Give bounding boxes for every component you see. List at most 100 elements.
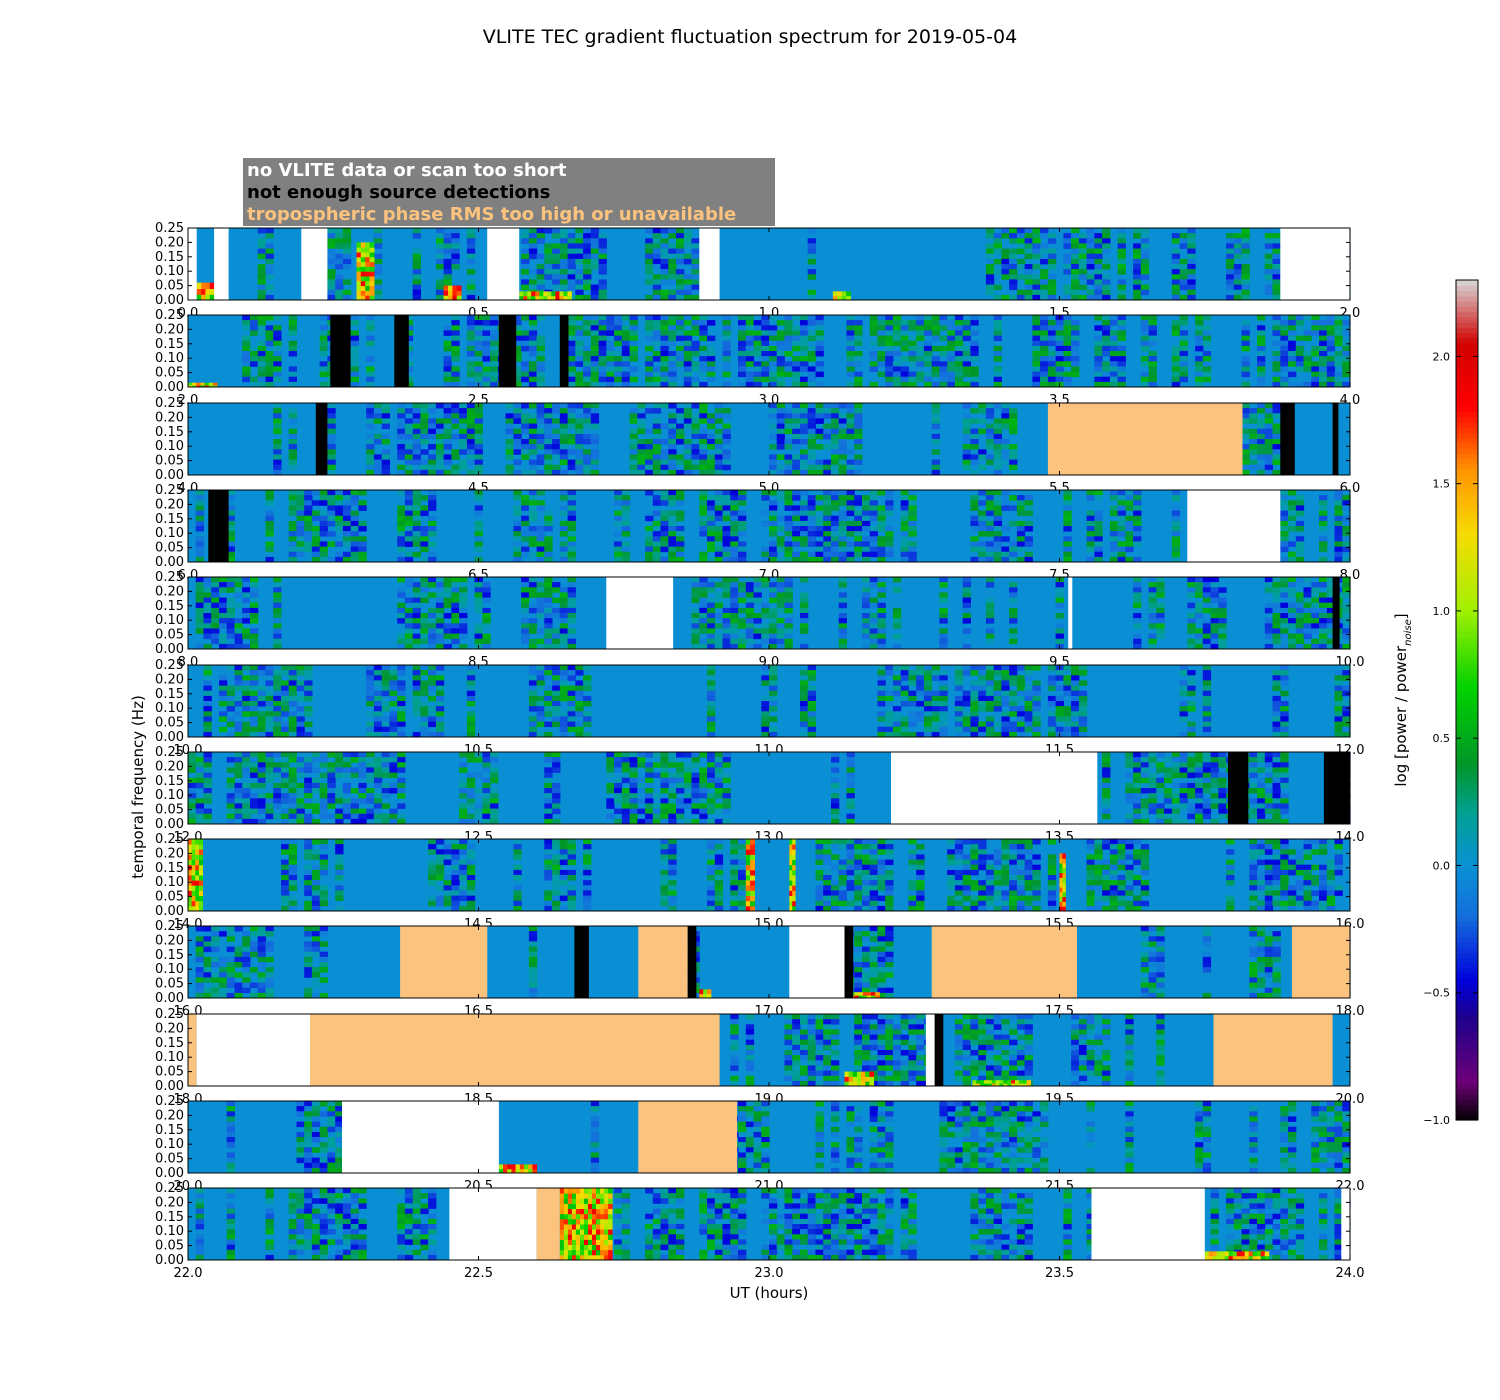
heat-cell — [466, 408, 476, 414]
heat-cell — [1319, 356, 1328, 362]
heat-cell — [707, 356, 716, 362]
heat-cell — [226, 582, 235, 588]
heat-cell — [342, 238, 352, 244]
heat-cell — [629, 325, 638, 331]
heat-cell — [831, 464, 840, 471]
heat-cell — [420, 597, 429, 604]
heat-cell — [1024, 233, 1033, 239]
heat-cell — [1032, 253, 1041, 260]
heat-cell — [699, 315, 708, 321]
heat-cell — [645, 536, 654, 542]
heat-cell — [1187, 613, 1196, 619]
heat-cell — [699, 403, 708, 409]
heat-cell — [993, 335, 1002, 342]
y-tick-label: 0.20 — [155, 322, 184, 337]
heat-cell — [838, 602, 847, 609]
heat-cell — [1195, 315, 1204, 321]
heat-cell — [575, 315, 584, 321]
heat-cell — [707, 345, 716, 352]
heat-cell — [1055, 628, 1064, 634]
heat-cell — [226, 618, 235, 624]
heat-cell — [761, 340, 770, 347]
heat-cell — [1319, 613, 1328, 619]
heat-cell — [435, 469, 445, 476]
heat-cell — [1140, 325, 1150, 331]
heat-cell — [559, 233, 569, 239]
heat-cell — [1032, 279, 1041, 285]
heat-cell — [699, 495, 708, 501]
heat-cell — [1303, 602, 1312, 609]
heat-cell — [443, 423, 452, 430]
heat-cell — [807, 444, 816, 450]
heat-cell — [590, 345, 600, 352]
heat-cell — [776, 464, 785, 471]
heat-cell — [668, 279, 677, 285]
heat-cell — [722, 366, 731, 372]
heat-cell — [288, 551, 297, 558]
heat-cell — [846, 490, 855, 496]
heat-cell — [521, 228, 530, 234]
heat-cell — [838, 418, 847, 424]
heat-cell — [923, 330, 933, 336]
heat-cell — [614, 541, 623, 547]
heat-cell — [807, 335, 816, 342]
heat-cell — [1140, 320, 1150, 326]
heat-cell — [273, 623, 282, 629]
heat-cell — [1326, 340, 1336, 347]
heat-cell — [846, 345, 855, 352]
heat-cell — [559, 269, 569, 275]
heat-cell — [443, 243, 452, 249]
heat-cell — [350, 335, 359, 342]
heat-cell — [846, 531, 855, 537]
heat-cell — [1272, 607, 1281, 614]
heat-cell — [892, 315, 902, 321]
heat-cell — [1195, 602, 1204, 609]
heat-cell — [862, 613, 871, 619]
heat-cell — [1179, 366, 1188, 372]
heat-cell — [552, 439, 561, 445]
heat-cell — [776, 371, 785, 378]
heat-cell — [691, 238, 700, 244]
heat-cell — [846, 526, 855, 532]
heat-cell — [645, 325, 654, 331]
heat-cell — [1078, 253, 1088, 260]
heat-cell — [738, 551, 747, 558]
heat-cell — [691, 418, 700, 424]
heat-cell — [800, 613, 809, 619]
heat-cell — [707, 546, 716, 553]
heat-cell — [327, 264, 336, 270]
heat-cell — [404, 330, 414, 336]
heat-cell — [404, 464, 414, 471]
heat-cell — [381, 418, 390, 424]
heat-cell — [970, 376, 979, 383]
heat-cell — [552, 269, 561, 275]
heat-cell — [590, 325, 600, 331]
heat-cell — [993, 269, 1002, 275]
heat-cell — [707, 541, 716, 547]
heat-cell — [730, 526, 739, 532]
heat-cell — [699, 464, 708, 471]
heat-cell — [1040, 335, 1049, 342]
heat-cell — [1117, 279, 1126, 285]
heat-cell — [776, 340, 785, 347]
heat-cell — [1109, 505, 1119, 511]
heat-cell — [536, 628, 545, 634]
heat-cell — [1148, 335, 1157, 342]
heat-cell — [676, 454, 685, 460]
heat-cell — [637, 418, 646, 424]
heat-cell — [1264, 253, 1274, 260]
heat-cell — [575, 433, 584, 440]
legend-background — [243, 158, 775, 226]
heat-cell — [311, 541, 321, 547]
heat-cell — [1148, 376, 1157, 383]
heat-cell — [273, 587, 282, 593]
heat-cell — [428, 633, 437, 640]
heat-cell — [1187, 238, 1196, 244]
heat-cell — [1117, 335, 1126, 342]
heat-cell — [1109, 381, 1119, 388]
heat-cell — [815, 531, 824, 537]
heat-cell — [707, 556, 716, 563]
heat-cell — [536, 345, 545, 352]
heat-cell — [552, 428, 561, 435]
heat-cell — [513, 335, 522, 342]
